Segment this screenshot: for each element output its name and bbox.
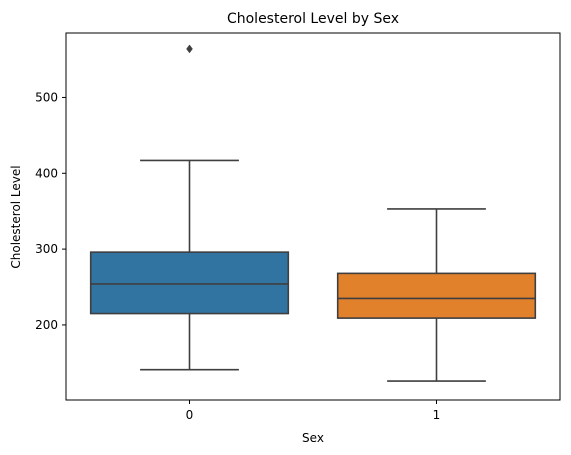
y-tick-label: 300 (35, 242, 58, 256)
y-axis-label: Cholesterol Level (9, 165, 23, 268)
y-tick-label: 400 (35, 166, 58, 180)
y-tick-label: 500 (35, 90, 58, 104)
outlier-point (186, 44, 193, 54)
chart-title: Cholesterol Level by Sex (227, 11, 399, 27)
box-1 (336, 272, 537, 319)
x-axis-label: Sex (302, 431, 324, 445)
x-tick-label: 0 (186, 408, 194, 422)
x-tick-label: 1 (433, 408, 441, 422)
axes-frame (65, 32, 561, 401)
box-0 (89, 251, 290, 315)
plot-area: 200 300 400 500 0 1 (35, 32, 561, 422)
y-tick-label: 200 (35, 318, 58, 332)
